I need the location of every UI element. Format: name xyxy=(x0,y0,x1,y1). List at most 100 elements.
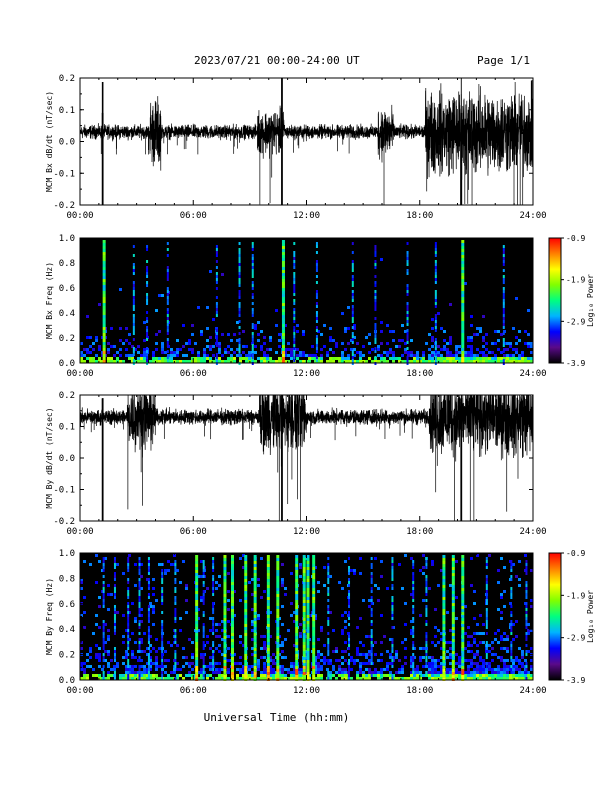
panel-3-bright-streak xyxy=(306,630,310,633)
panel-1-cell xyxy=(152,357,155,360)
panel-1-cell xyxy=(200,360,203,363)
panel-1-bright-streak xyxy=(461,282,465,285)
panel-1-faint-streak xyxy=(293,275,296,278)
panel-3-cell xyxy=(257,614,260,617)
panel-1-cell xyxy=(101,354,104,357)
panel-3-faint-streak xyxy=(370,647,373,650)
colorbar-1-tick-label: -0.9 xyxy=(566,234,585,243)
panel-3-cell xyxy=(518,662,521,665)
panel-3-cell xyxy=(164,659,167,662)
panel-1-cell xyxy=(317,360,320,363)
panel-3-bright-streak xyxy=(302,666,306,669)
panel-3-cell xyxy=(479,641,482,644)
panel-3-faint-streak xyxy=(525,566,528,569)
panel-1-faint-streak xyxy=(132,338,135,341)
panel-1-cell xyxy=(278,357,281,360)
panel-3-bright-streak xyxy=(231,618,234,621)
panel-3-faint-streak xyxy=(348,605,351,608)
panel-3-cell xyxy=(164,650,167,653)
panel-1-bright-streak xyxy=(281,279,285,282)
panel-3-cell xyxy=(140,608,143,611)
panel-3-cell xyxy=(314,677,317,680)
panel-3-cell xyxy=(89,665,92,668)
panel-1-cell xyxy=(470,336,473,339)
panel-3-bright-streak xyxy=(312,675,316,678)
panel-1-faint-streak xyxy=(374,329,377,332)
panel-1-cell xyxy=(323,324,326,327)
panel-3-cell xyxy=(128,674,131,677)
panel-3-cell xyxy=(293,665,296,668)
panel-3-bright-streak xyxy=(306,573,310,576)
panel-3-faint-streak xyxy=(138,584,141,587)
panel-3-faint-streak xyxy=(485,560,488,563)
panel-1-faint-streak xyxy=(251,326,254,329)
panel-3-faint-streak xyxy=(525,632,528,635)
panel-1-faint-streak xyxy=(238,305,241,308)
panel-3-faint-streak xyxy=(138,560,141,563)
panel-3-cell xyxy=(293,644,296,647)
panel-3-bright-streak xyxy=(231,660,234,663)
panel-3-cell xyxy=(260,647,263,650)
panel-3-faint-streak xyxy=(391,566,394,569)
panel-1-faint-streak xyxy=(251,344,254,347)
panel-3-cell xyxy=(341,587,344,590)
panel-3-cell xyxy=(434,626,437,629)
panel-3-bright-streak xyxy=(451,597,455,600)
panel-3-cell xyxy=(377,677,380,680)
panel-1-cell xyxy=(290,354,293,357)
panel-3-spectrogram xyxy=(80,554,533,681)
panel-3-bright-streak xyxy=(451,675,455,678)
panel-3-faint-streak xyxy=(412,593,415,596)
panel-1-bright-streak xyxy=(461,273,465,276)
panel-3-cell xyxy=(464,647,467,650)
panel-1-bright-streak xyxy=(102,243,106,246)
panel-3-bright-streak xyxy=(266,654,270,657)
panel-1-faint-streak xyxy=(406,317,409,320)
panel-3-bright-streak xyxy=(302,636,306,639)
panel-3-faint-streak xyxy=(174,602,177,605)
panel-1-faint-streak xyxy=(351,284,354,287)
panel-3-faint-streak xyxy=(202,647,205,650)
panel-1-cell xyxy=(446,360,449,363)
panel-3-cell xyxy=(188,674,191,677)
panel-3-cell xyxy=(401,677,404,680)
panel-3-bright-streak xyxy=(306,576,310,579)
panel-3-bright-streak xyxy=(195,612,199,615)
panel-1-faint-streak xyxy=(166,290,169,293)
panel-1-cell xyxy=(530,360,533,363)
panel-3-cell xyxy=(149,644,152,647)
panel-3-bright-streak xyxy=(231,645,234,648)
panel-3-bright-streak xyxy=(451,642,455,645)
panel-3-faint-streak xyxy=(174,620,177,623)
panel-3-bright-streak xyxy=(276,639,280,642)
panel-3-cell xyxy=(386,674,389,677)
panel-3-faint-streak xyxy=(510,665,513,668)
panel-3-bright-streak xyxy=(302,594,306,597)
panel-3-faint-streak xyxy=(113,656,116,659)
panel-3-cell xyxy=(218,671,221,674)
panel-1-faint-streak xyxy=(215,332,218,335)
panel-3-cell xyxy=(257,578,260,581)
panel-3-cell xyxy=(182,677,185,680)
panel-3-cell xyxy=(512,563,515,566)
panel-1-faint-streak xyxy=(406,293,409,296)
panel-3-bright-streak xyxy=(244,627,248,630)
panel-3-cell xyxy=(278,635,281,638)
panel-3-bright-streak xyxy=(295,588,299,591)
panel-3-faint-streak xyxy=(391,596,394,599)
panel-3-faint-streak xyxy=(525,602,528,605)
panel-1-bright-streak xyxy=(461,255,465,258)
panel-3-cell xyxy=(320,665,323,668)
panel-1-cell xyxy=(482,351,485,354)
panel-3-cell xyxy=(185,674,188,677)
panel-3-faint-streak xyxy=(161,578,164,581)
panel-3-faint-streak xyxy=(327,599,330,602)
panel-3-faint-streak xyxy=(510,629,513,632)
panel-1-cell xyxy=(209,345,212,348)
panel-3-bright-streak xyxy=(312,600,316,603)
panel-1-cell xyxy=(110,357,113,360)
panel-1-cell xyxy=(512,348,515,351)
colorbar-2 xyxy=(548,552,562,681)
panel-3-bright-streak xyxy=(276,645,280,648)
